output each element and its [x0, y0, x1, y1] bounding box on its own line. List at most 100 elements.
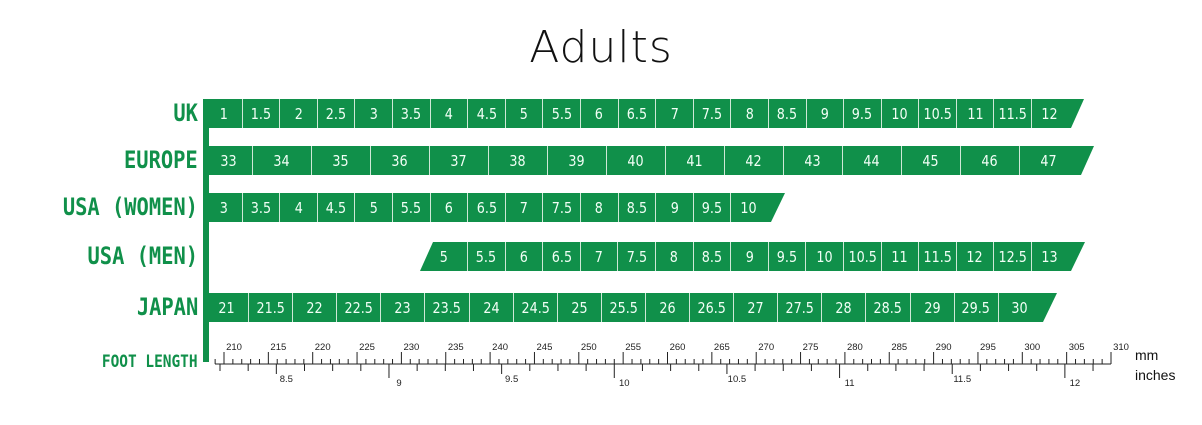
size-cell: 8 — [581, 193, 619, 222]
foot-length-label: FOOT LENGTH — [102, 352, 198, 372]
inch-tick-label: 8.5 — [280, 374, 293, 385]
size-cell: 8 — [731, 99, 769, 128]
inch-tick-label: 11 — [845, 378, 855, 389]
size-cell: 9 — [731, 242, 769, 271]
size-cell: 10.5 — [844, 242, 882, 271]
size-cell: 6.5 — [543, 242, 581, 271]
size-cell: 13 — [1041, 247, 1058, 266]
size-cell: 38 — [489, 146, 548, 175]
row-label-japan: JAPAN — [136, 293, 198, 321]
size-cell: 4.5 — [468, 99, 506, 128]
mm-unit-label: mm — [1135, 347, 1159, 363]
size-cell: 39 — [548, 146, 607, 175]
size-cell: 33 — [205, 146, 253, 175]
size-cell: 11 — [957, 99, 995, 128]
size-cell: 10 — [740, 198, 757, 217]
size-cell: 9 — [807, 99, 845, 128]
size-cell: 25.5 — [602, 293, 646, 322]
size-cell: 6 — [431, 193, 469, 222]
size-cell: 45 — [902, 146, 961, 175]
size-cell: 24.5 — [514, 293, 558, 322]
size-bar-europe: 33 34 35 36 37 38 39 40 41 42 43 44 45 46 47 — [205, 146, 1094, 175]
mm-tick-label: 310 — [1113, 342, 1129, 353]
size-cell: 7 — [581, 242, 619, 271]
size-cell: 5 — [355, 193, 393, 222]
mm-tick-label: 275 — [803, 342, 819, 353]
size-cell: 10.5 — [919, 99, 957, 128]
mm-tick-label: 250 — [581, 342, 597, 353]
size-cell: 37 — [430, 146, 489, 175]
size-cell: 7 — [656, 99, 694, 128]
size-cell: 9.5 — [844, 99, 882, 128]
size-cell: 29 — [911, 293, 955, 322]
size-cell: 5 — [420, 242, 468, 271]
row-label-usa-men: USA (MEN) — [87, 242, 198, 270]
size-cell: 1.5 — [243, 99, 281, 128]
size-cell: 8.5 — [694, 242, 732, 271]
size-cell: 1 — [205, 99, 243, 128]
mm-tick-label: 230 — [403, 342, 419, 353]
size-cell: 3 — [205, 193, 243, 222]
mm-tick-label: 305 — [1069, 342, 1085, 353]
row-label-uk: UK — [173, 99, 198, 127]
size-cell: 27 — [734, 293, 778, 322]
mm-tick-label: 290 — [936, 342, 952, 353]
size-cell: 34 — [253, 146, 312, 175]
mm-tick-label: 215 — [270, 342, 286, 353]
size-cell: 8.5 — [769, 99, 807, 128]
mm-tick-label: 265 — [714, 342, 730, 353]
size-bar-usa-women: 3 3.5 4 4.5 5 5.5 6 6.5 7 7.5 8 8.5 9 9.5 10 — [205, 193, 785, 222]
mm-tick-label: 235 — [448, 342, 464, 353]
size-cell: 10 — [806, 242, 844, 271]
size-bar-uk: 1 1.5 2 2.5 3 3.5 4 4.5 5 5.5 6 6.5 7 7.5 8 8.5 9 9.5 10 10… — [205, 99, 1084, 128]
size-cell: 40 — [607, 146, 666, 175]
inch-tick-label: 9 — [396, 378, 401, 389]
size-cell: 11.5 — [994, 99, 1032, 128]
mm-tick-label: 270 — [758, 342, 774, 353]
mm-tick-label: 280 — [847, 342, 863, 353]
size-cell: 9.5 — [694, 193, 732, 222]
size-cell: 47 — [1039, 151, 1057, 170]
size-cell: 11.5 — [919, 242, 957, 271]
mm-tick-label: 240 — [492, 342, 508, 353]
size-cell: 3 — [355, 99, 393, 128]
size-cell: 8.5 — [619, 193, 657, 222]
size-cell: 9.5 — [769, 242, 807, 271]
inch-tick-label: 10.5 — [728, 374, 747, 385]
mm-tick-label: 225 — [359, 342, 375, 353]
mm-tick-label: 210 — [226, 342, 242, 353]
mm-tick-label: 220 — [315, 342, 331, 353]
size-cell: 5.5 — [543, 99, 581, 128]
size-cell: 26.5 — [690, 293, 734, 322]
size-cell: 22 — [293, 293, 337, 322]
size-cell: 8 — [656, 242, 694, 271]
inch-tick-label: 11.5 — [953, 374, 971, 385]
size-cell: 7.5 — [694, 99, 732, 128]
size-bar-usa-men: 5 5.5 6 6.5 7 7.5 8 8.5 9 9.5 10 10.5 11 11.5 12 12.5 13 — [420, 242, 1085, 271]
mm-tick-label: 285 — [891, 342, 907, 353]
row-label-usa-women: USA (WOMEN) — [62, 193, 198, 221]
size-cell: 6 — [581, 99, 619, 128]
size-cell: 12 — [957, 242, 995, 271]
size-cell: 2.5 — [318, 99, 356, 128]
size-cell: 4 — [431, 99, 469, 128]
inch-tick-label: 10 — [619, 378, 630, 389]
size-cell: 43 — [784, 146, 843, 175]
mm-tick-label: 295 — [980, 342, 996, 353]
size-cell: 46 — [961, 146, 1020, 175]
vertical-axis-bar — [203, 99, 209, 362]
mm-tick-label: 255 — [625, 342, 641, 353]
size-cell: 27.5 — [778, 293, 822, 322]
size-cell: 22.5 — [337, 293, 381, 322]
size-bar-japan: 21 21.5 22 22.5 23 23.5 24 24.5 25 25.5 26 26.5 27 27… — [205, 293, 1057, 322]
size-cell: 2 — [280, 99, 318, 128]
size-cell: 24 — [470, 293, 514, 322]
size-cell: 44 — [843, 146, 902, 175]
size-cell: 21 — [205, 293, 249, 322]
size-cell: 6.5 — [619, 99, 657, 128]
size-cell: 12.5 — [994, 242, 1032, 271]
size-cell: 28.5 — [866, 293, 910, 322]
size-cell: 25 — [558, 293, 602, 322]
size-cell: 23.5 — [425, 293, 469, 322]
